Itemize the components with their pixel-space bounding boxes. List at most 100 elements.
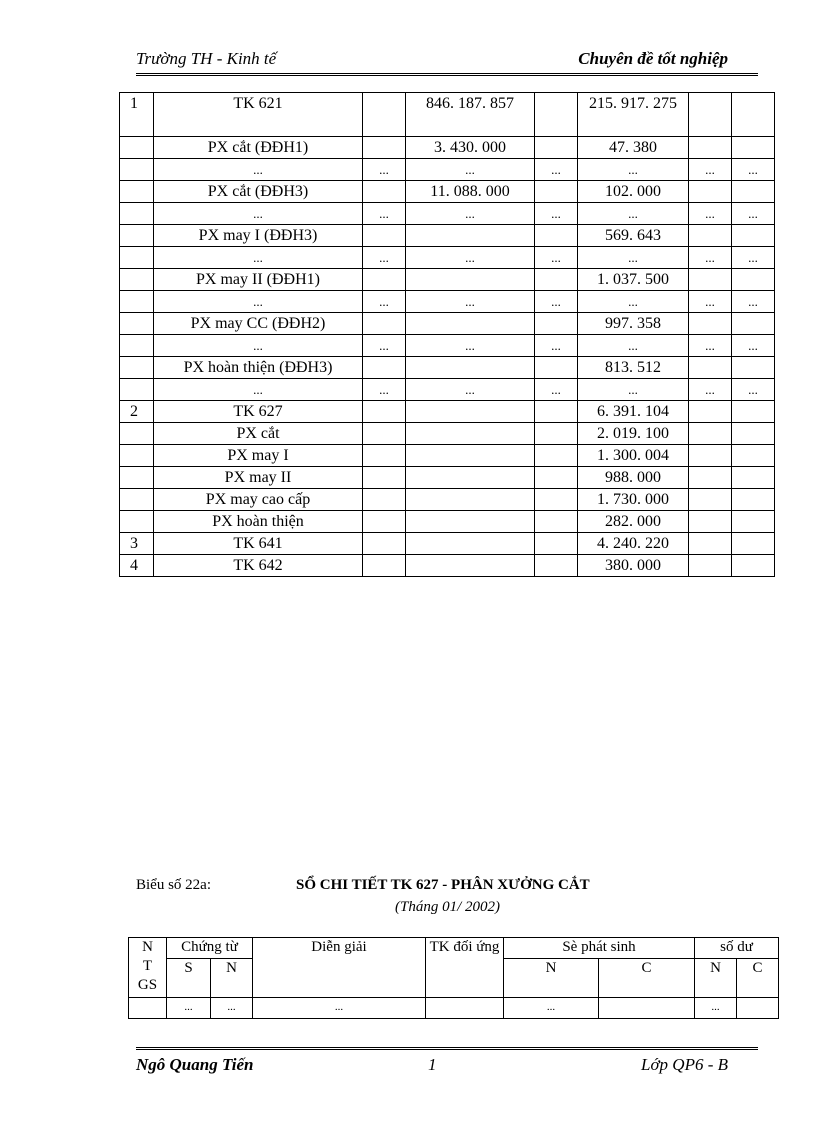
header-sd-n: N <box>694 958 737 998</box>
table-cell <box>688 488 732 511</box>
table-cell: ... <box>534 246 578 269</box>
table-cell <box>688 356 732 379</box>
table-cell: TK 642 <box>153 554 363 577</box>
table-cell <box>534 422 578 445</box>
table-cell: PX cắt (ĐĐH1) <box>153 136 363 159</box>
table-cell <box>534 400 578 423</box>
table-cell <box>534 136 578 159</box>
table-row: ..................... <box>119 202 775 225</box>
table-cell <box>736 997 779 1019</box>
table-cell: ... <box>405 334 535 357</box>
table-cell <box>362 400 406 423</box>
table-cell <box>119 510 154 533</box>
table-cell: ... <box>688 290 732 313</box>
table-cell: 47. 380 <box>577 136 689 159</box>
table-cell: 997. 358 <box>577 312 689 335</box>
table-cell: PX hoàn thiện (ĐĐH3) <box>153 356 363 379</box>
header-chung-tu: Chứng từ <box>166 937 253 959</box>
table-cell <box>731 466 775 489</box>
table-cell <box>731 554 775 577</box>
table-row: PX hoàn thiện 282. 000 <box>119 510 775 533</box>
table-cell <box>688 444 732 467</box>
table-cell <box>731 312 775 335</box>
table-cell: ... <box>362 246 406 269</box>
table-row: 4 TK 642 380. 000 <box>119 554 775 577</box>
table-cell <box>362 510 406 533</box>
table-cell <box>362 554 406 577</box>
table-cell: ... <box>688 202 732 225</box>
table-cell <box>534 532 578 555</box>
header-sd-c: C <box>736 958 779 998</box>
table-cell: ... <box>731 290 775 313</box>
table-cell: 4 <box>119 554 154 577</box>
table-cell <box>731 400 775 423</box>
table-cell <box>688 466 732 489</box>
table-cell <box>688 312 732 335</box>
table-cell: ... <box>688 158 732 181</box>
table-cell <box>119 290 154 313</box>
table-cell: ... <box>362 158 406 181</box>
table-row: PX cắt (ĐĐH3) 11. 088. 000 102. 000 <box>119 180 775 203</box>
table-cell: 1. 037. 500 <box>577 268 689 291</box>
table-row: 1 TK 621 846. 187. 857 215. 917. 275 <box>119 92 775 137</box>
table-cell <box>688 422 732 445</box>
table-cell <box>362 268 406 291</box>
table-cell <box>731 532 775 555</box>
table-cell: PX may cao cấp <box>153 488 363 511</box>
table-cell: PX may II <box>153 466 363 489</box>
table-cell <box>731 422 775 445</box>
table-cell <box>405 224 535 247</box>
table-cell: 3. 430. 000 <box>405 136 535 159</box>
table-cell: ... <box>166 997 211 1019</box>
table-cell: ... <box>252 997 426 1019</box>
table-cell: 569. 643 <box>577 224 689 247</box>
table-cell <box>688 510 732 533</box>
table-cell: 6. 391. 104 <box>577 400 689 423</box>
table-cell: PX may CC (ĐĐH2) <box>153 312 363 335</box>
table-cell <box>731 444 775 467</box>
table-cell: 988. 000 <box>577 466 689 489</box>
table-cell: ... <box>153 378 363 401</box>
table-cell <box>119 312 154 335</box>
page-number: 1 <box>428 1055 437 1074</box>
table-cell <box>688 554 732 577</box>
table-cell <box>362 312 406 335</box>
table-cell <box>405 356 535 379</box>
table-cell: ... <box>577 202 689 225</box>
table-cell: 2 <box>119 400 154 423</box>
table-cell: ... <box>153 246 363 269</box>
table-cell <box>119 378 154 401</box>
table-cell: 4. 240. 220 <box>577 532 689 555</box>
table-cell: 1. 730. 000 <box>577 488 689 511</box>
ledger-table: N T GS Chứng từ Diễn giải TK đối ứng Sè … <box>128 937 779 1019</box>
table-cell <box>731 488 775 511</box>
table-row: ..................... <box>119 378 775 401</box>
table-cell <box>534 312 578 335</box>
table-row: PX hoàn thiện (ĐĐH3) 813. 512 <box>119 356 775 379</box>
table-cell <box>119 246 154 269</box>
table-cell <box>362 488 406 511</box>
header-phat-sinh: Sè phát sinh <box>503 937 695 959</box>
table-cell <box>534 510 578 533</box>
table-cell <box>362 356 406 379</box>
ledger-period: (Tháng 01/ 2002) <box>395 899 500 915</box>
header-ps-n: N <box>503 958 599 998</box>
table-cell: ... <box>153 334 363 357</box>
table-cell: ... <box>503 997 599 1019</box>
footer-rule <box>136 1047 758 1050</box>
table-cell <box>731 180 775 203</box>
table-cell <box>128 997 167 1019</box>
table-cell <box>534 444 578 467</box>
table-cell <box>119 488 154 511</box>
table-cell <box>119 356 154 379</box>
table-row: PX may II 988. 000 <box>119 466 775 489</box>
table-cell: 3 <box>119 532 154 555</box>
table-cell: 846. 187. 857 <box>405 92 535 137</box>
table-cell: 813. 512 <box>577 356 689 379</box>
table-row: PX cắt (ĐĐH1) 3. 430. 000 47. 380 <box>119 136 775 159</box>
table-cell: ... <box>405 378 535 401</box>
table-cell <box>362 136 406 159</box>
table-cell <box>362 422 406 445</box>
table-cell: ... <box>688 246 732 269</box>
table-cell <box>534 488 578 511</box>
